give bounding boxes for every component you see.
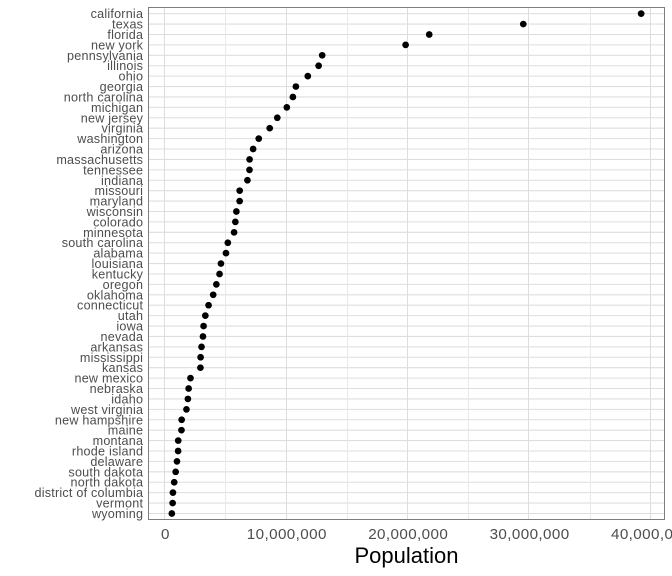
svg-text:mississippi: mississippi — [80, 351, 143, 365]
svg-text:0: 0 — [161, 526, 170, 543]
svg-text:rhode island: rhode island — [72, 445, 143, 459]
svg-text:tennessee: tennessee — [83, 163, 143, 177]
svg-text:20,000,000: 20,000,000 — [368, 526, 448, 543]
svg-text:florida: florida — [107, 28, 143, 42]
svg-text:Population: Population — [355, 543, 459, 568]
svg-text:ohio: ohio — [118, 70, 143, 84]
svg-text:colorado: colorado — [93, 215, 143, 229]
svg-text:montana: montana — [93, 434, 144, 448]
svg-text:wisconsin: wisconsin — [86, 205, 144, 219]
svg-text:new jersey: new jersey — [81, 111, 144, 125]
svg-text:kentucky: kentucky — [92, 267, 144, 281]
svg-text:georgia: georgia — [100, 80, 144, 94]
svg-text:40,000,000: 40,000,000 — [611, 526, 672, 543]
svg-text:new york: new york — [91, 38, 144, 52]
svg-text:massachusetts: massachusetts — [56, 153, 143, 167]
svg-text:utah: utah — [118, 309, 143, 323]
svg-text:vermont: vermont — [96, 497, 143, 511]
svg-text:arkansas: arkansas — [90, 340, 143, 354]
svg-text:louisiana: louisiana — [91, 257, 143, 271]
svg-text:south carolina: south carolina — [62, 236, 144, 250]
svg-text:idaho: idaho — [111, 392, 143, 406]
svg-text:maryland: maryland — [90, 195, 144, 209]
svg-text:alabama: alabama — [93, 247, 143, 261]
svg-text:texas: texas — [112, 18, 143, 32]
svg-text:indiana: indiana — [101, 174, 143, 188]
svg-text:maine: maine — [108, 424, 143, 438]
svg-text:missouri: missouri — [95, 184, 144, 198]
svg-text:california: california — [91, 7, 144, 21]
svg-text:minnesota: minnesota — [83, 226, 143, 240]
svg-text:virginia: virginia — [102, 122, 144, 136]
svg-text:connecticut: connecticut — [77, 299, 143, 313]
svg-text:north dakota: north dakota — [71, 476, 144, 490]
svg-text:washington: washington — [76, 132, 143, 146]
svg-text:nevada: nevada — [101, 330, 144, 344]
svg-text:north carolina: north carolina — [64, 90, 143, 104]
svg-text:new mexico: new mexico — [74, 372, 143, 386]
svg-text:pennsylvania: pennsylvania — [67, 49, 143, 63]
svg-text:10,000,000: 10,000,000 — [247, 526, 327, 543]
svg-text:kansas: kansas — [102, 361, 143, 375]
svg-text:illinois: illinois — [107, 59, 143, 73]
svg-text:30,000,000: 30,000,000 — [490, 526, 570, 543]
svg-text:iowa: iowa — [116, 320, 143, 334]
svg-text:oregon: oregon — [103, 278, 144, 292]
svg-text:delaware: delaware — [90, 455, 143, 469]
svg-text:oklahoma: oklahoma — [87, 288, 143, 302]
svg-text:nebraska: nebraska — [90, 382, 144, 396]
svg-text:west virginia: west virginia — [70, 403, 143, 417]
svg-text:south dakota: south dakota — [68, 465, 143, 479]
svg-text:michigan: michigan — [91, 101, 143, 115]
svg-text:district of columbia: district of columbia — [35, 486, 144, 500]
svg-text:arizona: arizona — [100, 143, 143, 157]
svg-text:wyoming: wyoming — [91, 507, 143, 521]
svg-text:new hampshire: new hampshire — [55, 413, 143, 427]
